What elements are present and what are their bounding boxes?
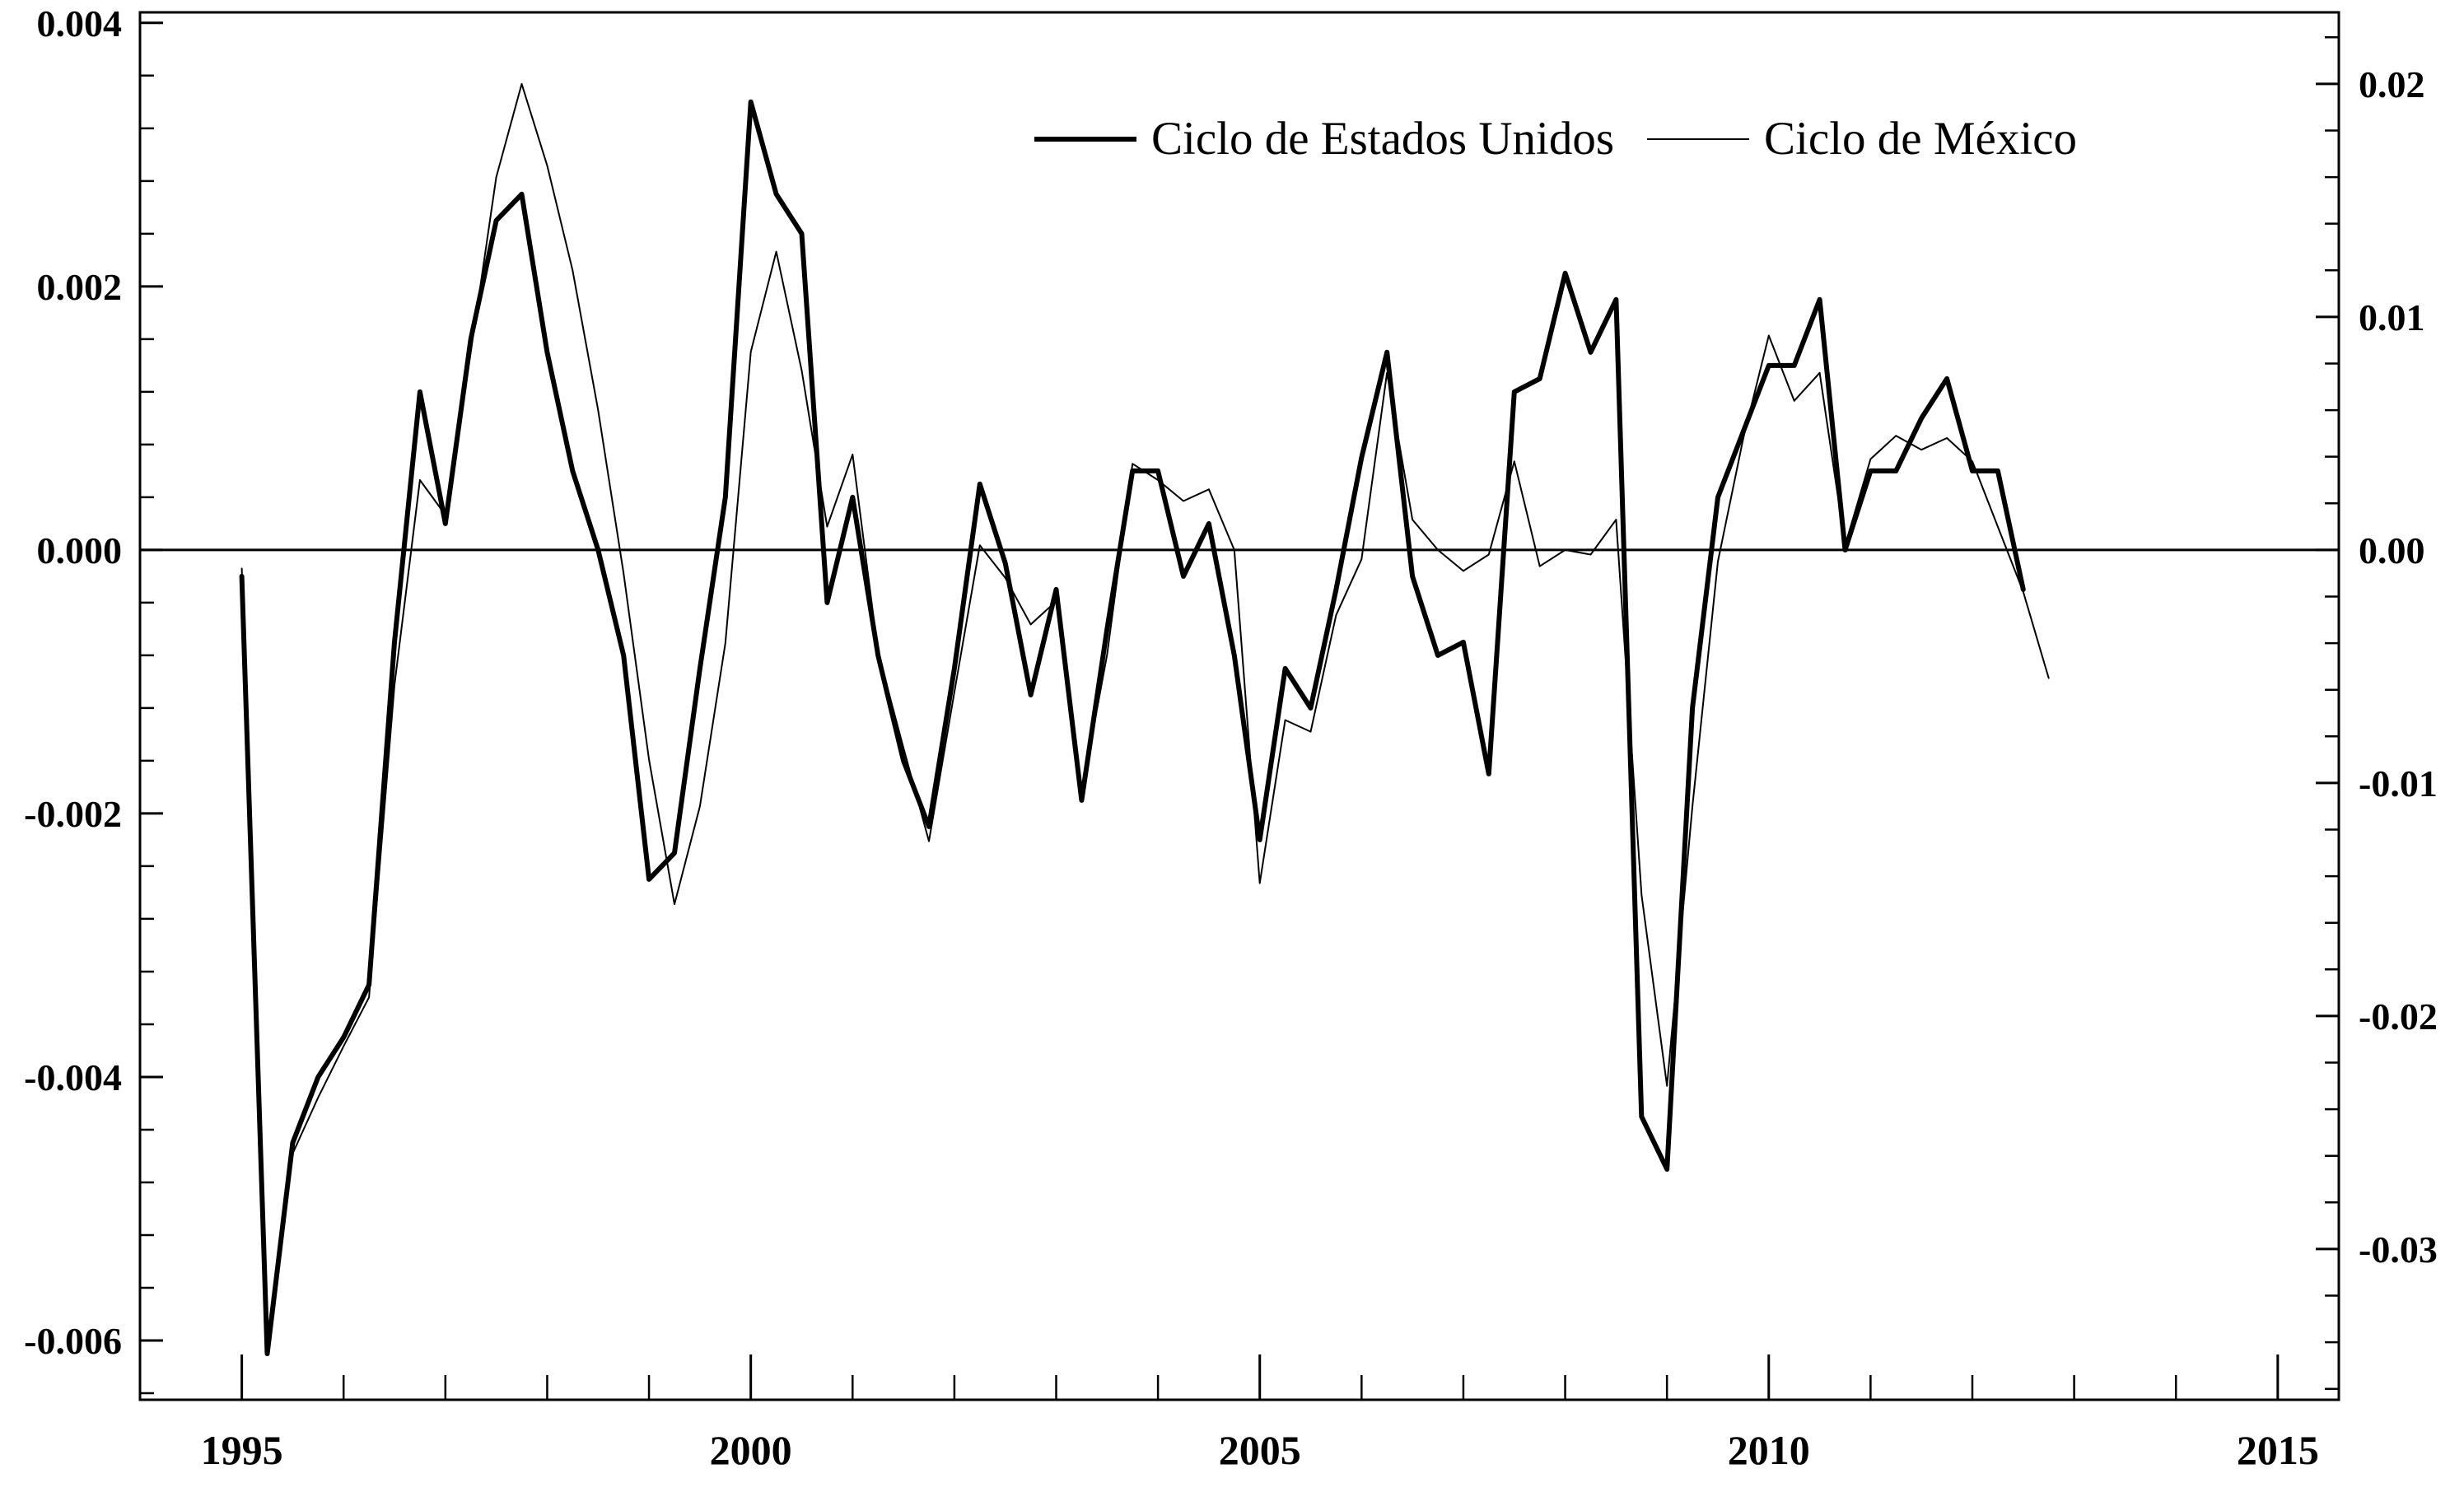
legend-label-us: Ciclo de Estados Unidos — [1151, 113, 1615, 165]
us-cycle-line — [239, 99, 2026, 1356]
right-axis-tick-label: -0.01 — [2359, 762, 2438, 804]
right-axis-tick-label: 0.02 — [2359, 63, 2425, 105]
left-axis-tick-label: -0.004 — [24, 1056, 122, 1098]
us-line-sample-icon — [1034, 136, 1136, 142]
left-axis-tick-label: 0.000 — [37, 529, 123, 571]
legend-item-mexico: Ciclo de México — [1647, 112, 2077, 166]
mexico-cycle-line — [240, 82, 2050, 1341]
plot-frame — [138, 11, 2340, 1401]
right-axis-tick-label: -0.03 — [2359, 1229, 2438, 1271]
left-axis-tick-label: -0.006 — [24, 1320, 122, 1362]
legend-item-us: Ciclo de Estados Unidos — [1034, 112, 1614, 166]
x-axis-tick-label: 2015 — [2237, 1427, 2319, 1473]
x-axis-tick-label: 2010 — [1728, 1427, 1810, 1473]
x-axis-tick-label: 2000 — [710, 1427, 792, 1473]
legend: Ciclo de Estados Unidos Ciclo de México — [1034, 112, 2077, 166]
mexico-line-sample-icon — [1647, 138, 1750, 140]
x-axis-tick-label: 1995 — [201, 1427, 283, 1473]
left-axis-tick-label: -0.002 — [24, 793, 122, 835]
x-axis-tick-label: 2005 — [1219, 1427, 1301, 1473]
right-axis-tick-label: -0.02 — [2359, 995, 2438, 1037]
right-axis-tick-label: 0.00 — [2359, 529, 2425, 571]
left-axis-tick-label: 0.002 — [37, 266, 123, 308]
right-axis-tick-label: 0.01 — [2359, 296, 2425, 338]
left-axis-tick-label: 0.004 — [37, 2, 123, 44]
legend-label-mexico: Ciclo de México — [1764, 113, 2077, 165]
